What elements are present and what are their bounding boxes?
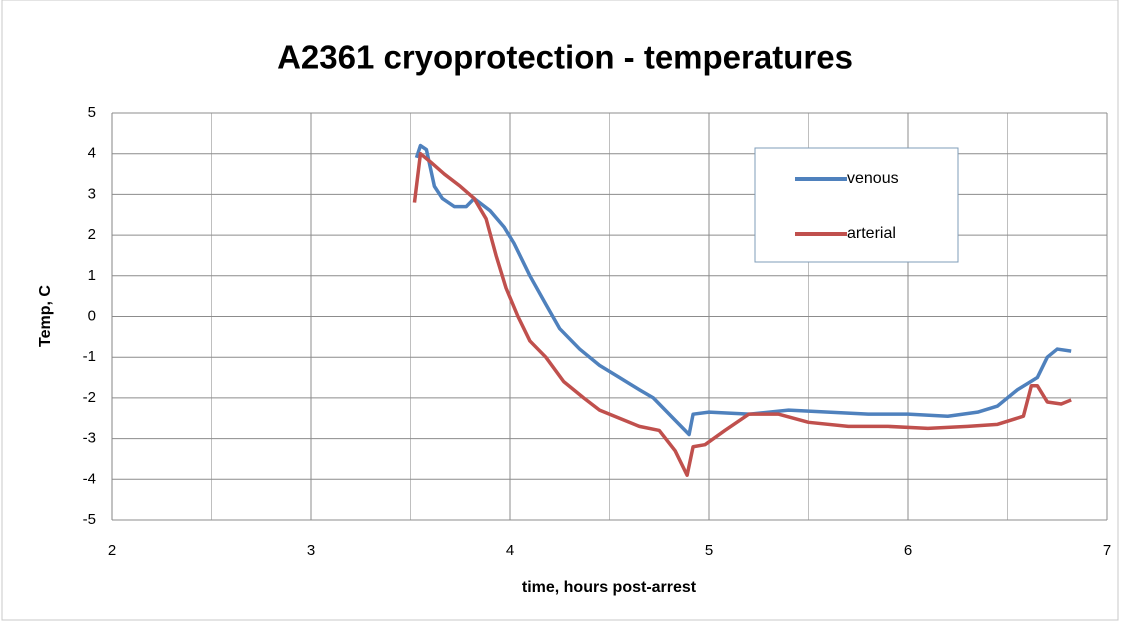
y-tick-label: 1: [88, 267, 96, 284]
y-tick-label: -2: [83, 389, 96, 406]
x-tick-label: 6: [904, 542, 912, 559]
legend-box: [754, 147, 959, 263]
y-tick-label: -5: [83, 511, 96, 528]
x-tick-label: 2: [108, 542, 116, 559]
y-tick-label: 4: [88, 145, 96, 162]
y-tick-label: -3: [83, 430, 96, 447]
y-tick-label: 5: [88, 104, 96, 121]
series-line: [412, 151, 1072, 477]
x-tick-label: 7: [1103, 542, 1111, 559]
y-tick-label: 0: [88, 307, 96, 324]
legend-label: venous: [847, 170, 899, 187]
series-line: [414, 143, 1072, 437]
x-tick-label: 4: [506, 542, 514, 559]
y-tick-label: -4: [83, 470, 96, 487]
x-axis-title: time, hours post-arrest: [522, 579, 697, 596]
chart-title: A2361 cryoprotection - temperatures: [277, 39, 853, 76]
x-tick-label: 3: [307, 542, 315, 559]
y-tick-label: 3: [88, 185, 96, 202]
legend-label: arterial: [847, 225, 896, 242]
y-tick-label: -1: [83, 348, 96, 365]
x-tick-label: 5: [705, 542, 713, 559]
y-tick-label: 2: [88, 226, 96, 243]
y-axis-title: Temp, C: [37, 285, 54, 347]
